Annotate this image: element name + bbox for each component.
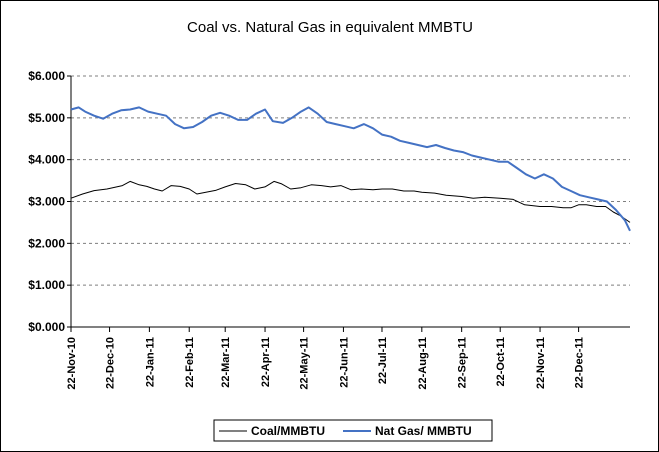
y-tick-label-5: $5.000 [28,111,65,125]
x-tick-label-9: 22-Aug-11 [417,337,429,390]
legend: Coal/MMBTU Nat Gas/ MMBTU [213,419,493,442]
y-tick-label-3: $3.000 [28,195,65,209]
legend-label-coal: Coal/MMBTU [251,424,325,438]
x-tick-label-7: 22-Jun-11 [338,337,350,388]
y-tick-label-0: $0.000 [28,320,65,334]
x-tick-label-12: 22-Nov-11 [535,337,547,389]
x-tick-label-8: 22-Jul-11 [377,337,389,384]
y-axis-tick-labels: $0.000 $1.000 $2.000 $3.000 $4.000 $5.000 $6.0… [28,69,71,334]
x-tick-label-13: 22-Dec-11 [574,337,586,388]
x-axis-tick-labels: 22-Nov-10 22-Dec-10 22-Jan-11 22-Feb-11 22-M… [66,327,586,390]
x-tick-label-0: 22-Nov-10 [66,337,78,390]
x-tick-label-4: 22-Mar-11 [220,337,232,388]
y-tick-label-4: $4.000 [28,153,65,167]
y-tick-label-1: $1.000 [28,278,65,292]
x-tick-label-1: 22-Dec-10 [105,337,117,389]
x-tick-label-2: 22-Jan-11 [144,337,156,387]
x-tick-label-11: 22-Oct-11 [495,337,507,387]
y-tick-label-6: $6.000 [28,69,65,83]
chart-title: Coal vs. Natural Gas in equivalent MMBTU [187,19,473,36]
x-tick-label-3: 22-Feb-11 [184,337,196,388]
legend-label-nat-gas: Nat Gas/ MMBTU [375,424,472,438]
y-tick-label-2: $2.000 [28,236,65,250]
x-tick-label-5: 22-Apr-11 [260,337,272,387]
x-tick-label-10: 22-Sep-11 [457,337,469,388]
x-tick-label-6: 22-May-11 [299,337,311,390]
series-line-nat-gas [70,106,631,232]
series-line-coal [70,180,631,223]
series-lines [70,106,631,232]
